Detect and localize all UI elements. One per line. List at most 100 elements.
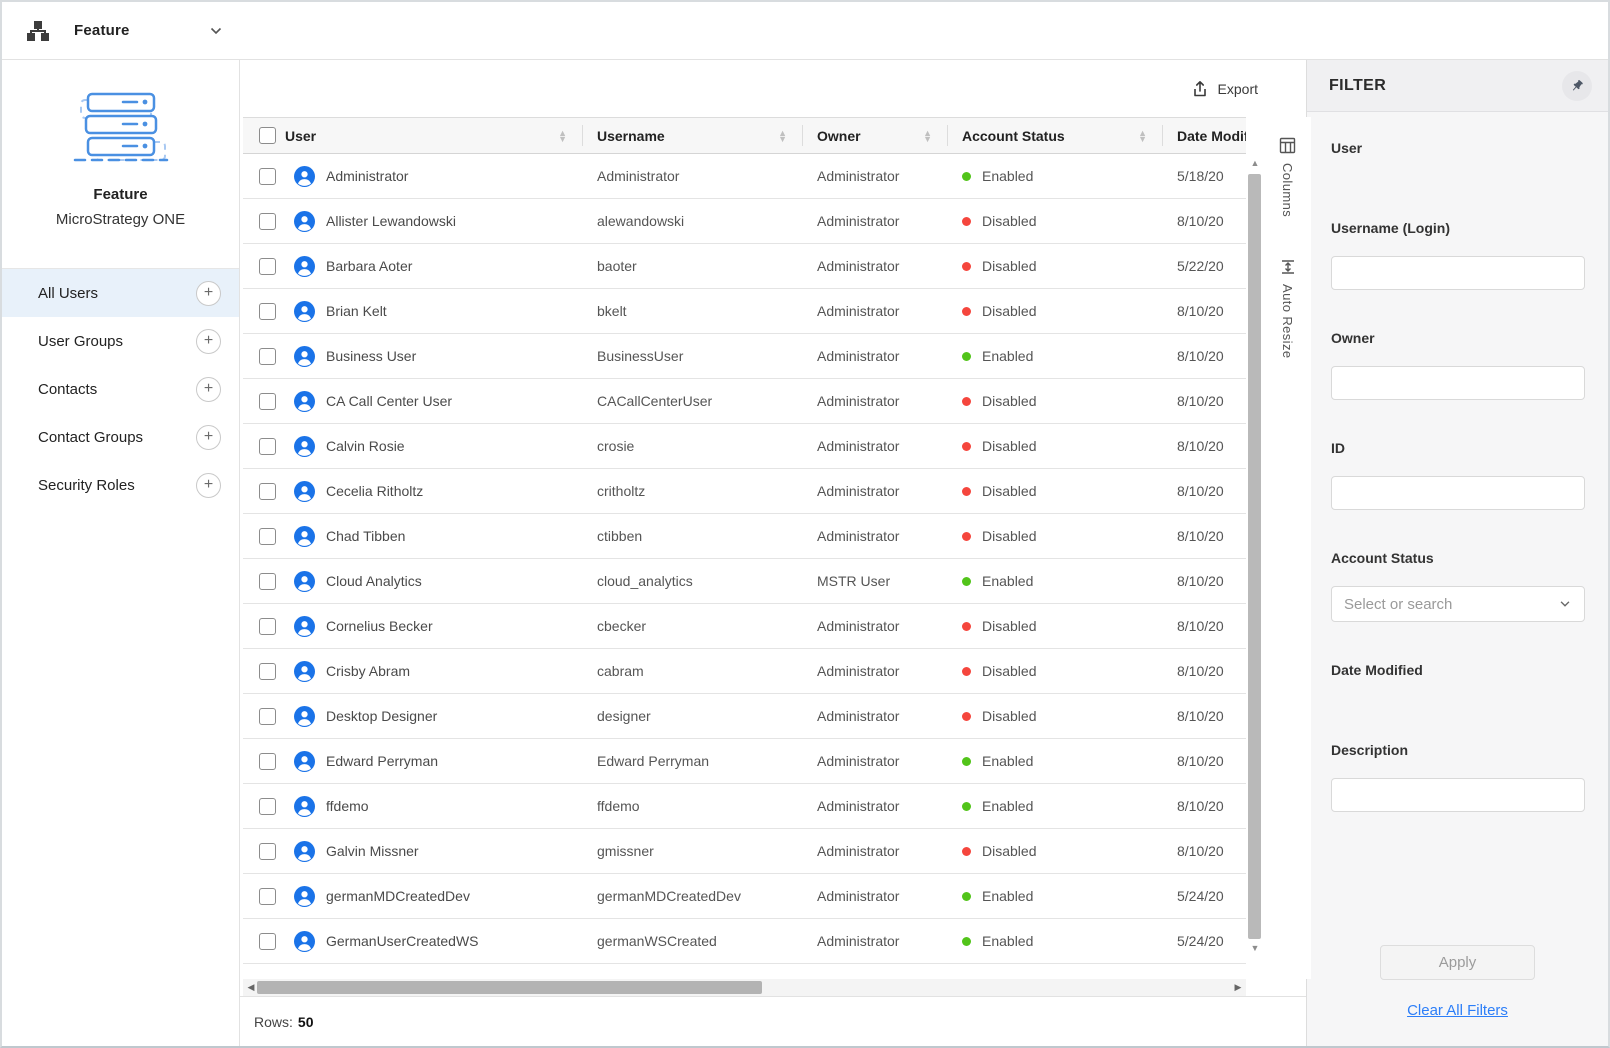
row-checkbox[interactable]: [259, 392, 276, 410]
status-text: Disabled: [982, 618, 1037, 634]
scroll-right-icon[interactable]: ▶: [1234, 982, 1242, 992]
scroll-up-icon[interactable]: ▲: [1250, 158, 1260, 168]
row-checkbox[interactable]: [259, 797, 276, 815]
table-row[interactable]: Chad Tibben ctibben Administrator Disabl…: [243, 514, 1246, 559]
apply-button[interactable]: Apply: [1380, 945, 1535, 980]
table-row[interactable]: Business User BusinessUser Administrator…: [243, 334, 1246, 379]
vertical-scrollbar[interactable]: ▲ ▼: [1246, 154, 1264, 979]
pin-button[interactable]: [1562, 70, 1592, 101]
sidebar-item-all-users[interactable]: All Users +: [2, 269, 239, 317]
sidebar-item-label: Security Roles: [38, 476, 135, 494]
account-status-select[interactable]: Select or search: [1331, 586, 1585, 622]
select-all-checkbox[interactable]: [259, 127, 276, 144]
hierarchy-icon[interactable]: [26, 19, 50, 43]
row-checkbox[interactable]: [259, 887, 276, 905]
table-row[interactable]: Cloud Analytics cloud_analytics MSTR Use…: [243, 559, 1246, 604]
user-avatar-icon: [294, 165, 315, 187]
table-row[interactable]: Barbara Aoter baoter Administrator Disab…: [243, 244, 1246, 289]
add-icon[interactable]: +: [196, 280, 221, 306]
table-row[interactable]: Allister Lewandowski alewandowski Admini…: [243, 199, 1246, 244]
export-button[interactable]: Export: [1191, 80, 1258, 98]
table-row[interactable]: Cecelia Ritholtz critholtz Administrator…: [243, 469, 1246, 514]
row-checkbox[interactable]: [259, 707, 276, 725]
add-icon[interactable]: +: [196, 424, 221, 450]
sort-icon[interactable]: ▲ ▼: [558, 127, 567, 144]
server-stack-icon: [73, 92, 168, 162]
row-checkbox[interactable]: [259, 572, 276, 590]
row-checkbox[interactable]: [259, 167, 276, 185]
username-cell: designer: [597, 708, 651, 724]
owner-filter-input[interactable]: [1331, 366, 1585, 400]
id-filter-input[interactable]: [1331, 476, 1585, 510]
row-checkbox[interactable]: [259, 932, 276, 950]
chevron-down-icon[interactable]: [208, 23, 224, 39]
date-modified-cell: 8/10/20: [1177, 393, 1224, 409]
table-row[interactable]: Calvin Rosie crosie Administrator Disabl…: [243, 424, 1246, 469]
table-row[interactable]: Desktop Designer designer Administrator …: [243, 694, 1246, 739]
row-checkbox[interactable]: [259, 662, 276, 680]
scroll-down-icon[interactable]: ▼: [1250, 943, 1260, 953]
top-bar: Feature: [2, 2, 1608, 60]
clear-all-filters-link[interactable]: Clear All Filters: [1407, 1002, 1508, 1019]
user-name-cell: Allister Lewandowski: [326, 213, 456, 229]
horizontal-scroll-thumb[interactable]: [257, 981, 762, 994]
column-header-user[interactable]: User ▲ ▼: [285, 118, 583, 153]
sort-icon[interactable]: ▲ ▼: [778, 127, 787, 144]
username-cell: alewandowski: [597, 213, 685, 229]
row-checkbox[interactable]: [259, 527, 276, 545]
table-row[interactable]: Cornelius Becker cbecker Administrator D…: [243, 604, 1246, 649]
add-icon[interactable]: +: [196, 472, 221, 498]
sidebar-item-security-roles[interactable]: Security Roles +: [2, 461, 239, 509]
username-cell: cloud_analytics: [597, 573, 693, 589]
date-modified-cell: 8/10/20: [1177, 618, 1224, 634]
table-row[interactable]: ffdemo ffdemo Administrator Enabled 8/10…: [243, 784, 1246, 829]
status-text: Disabled: [982, 258, 1037, 274]
user-avatar-icon: [294, 525, 315, 547]
status-text: Disabled: [982, 303, 1037, 319]
row-checkbox[interactable]: [259, 437, 276, 455]
scroll-left-icon[interactable]: ◀: [247, 982, 255, 992]
user-avatar-icon: [294, 795, 315, 817]
row-checkbox[interactable]: [259, 752, 276, 770]
add-icon[interactable]: +: [196, 376, 221, 402]
user-avatar-icon: [294, 930, 315, 952]
column-header-label: Date Modified: [1177, 127, 1246, 144]
column-header-owner[interactable]: Owner ▲ ▼: [803, 118, 948, 153]
add-icon[interactable]: +: [196, 328, 221, 354]
username-filter-input[interactable]: [1331, 256, 1585, 290]
sidebar-item-contact-groups[interactable]: Contact Groups +: [2, 413, 239, 461]
table-row[interactable]: Edward Perryman Edward Perryman Administ…: [243, 739, 1246, 784]
table-row[interactable]: Crisby Abram cabram Administrator Disabl…: [243, 649, 1246, 694]
sidebar-item-contacts[interactable]: Contacts +: [2, 365, 239, 413]
horizontal-scrollbar[interactable]: ◀ ▶: [243, 979, 1246, 996]
column-header-username[interactable]: Username ▲ ▼: [583, 118, 803, 153]
status-dot-icon: [962, 306, 971, 316]
table-row[interactable]: CA Call Center User CACallCenterUser Adm…: [243, 379, 1246, 424]
table-row[interactable]: germanMDCreatedDev germanMDCreatedDev Ad…: [243, 874, 1246, 919]
columns-tab[interactable]: Columns: [1279, 137, 1296, 217]
table-row[interactable]: GermanUserCreatedWS germanWSCreated Admi…: [243, 919, 1246, 964]
sort-icon[interactable]: ▲ ▼: [1138, 127, 1147, 144]
status-dot-icon: [962, 486, 971, 496]
user-avatar-icon: [294, 570, 315, 592]
user-name-cell: CA Call Center User: [326, 393, 453, 409]
row-checkbox[interactable]: [259, 842, 276, 860]
vertical-scroll-thumb[interactable]: [1248, 174, 1261, 939]
row-checkbox[interactable]: [259, 302, 276, 320]
table-row[interactable]: Administrator Administrator Administrato…: [243, 154, 1246, 199]
row-checkbox[interactable]: [259, 347, 276, 365]
owner-cell: Administrator: [817, 933, 900, 949]
column-header-date-modified[interactable]: Date Modified: [1163, 118, 1246, 153]
sort-icon[interactable]: ▲ ▼: [923, 127, 932, 144]
sidebar-item-user-groups[interactable]: User Groups +: [2, 317, 239, 365]
description-filter-input[interactable]: [1331, 778, 1585, 812]
table-row[interactable]: Galvin Missner gmissner Administrator Di…: [243, 829, 1246, 874]
auto-resize-tab[interactable]: Auto Resize: [1280, 259, 1296, 359]
column-header-account-status[interactable]: Account Status ▲ ▼: [948, 118, 1163, 153]
row-checkbox[interactable]: [259, 257, 276, 275]
row-checkbox[interactable]: [259, 482, 276, 500]
grid-toolbar: Export: [240, 60, 1306, 117]
table-row[interactable]: Brian Kelt bkelt Administrator Disabled …: [243, 289, 1246, 334]
row-checkbox[interactable]: [259, 617, 276, 635]
row-checkbox[interactable]: [259, 212, 276, 230]
